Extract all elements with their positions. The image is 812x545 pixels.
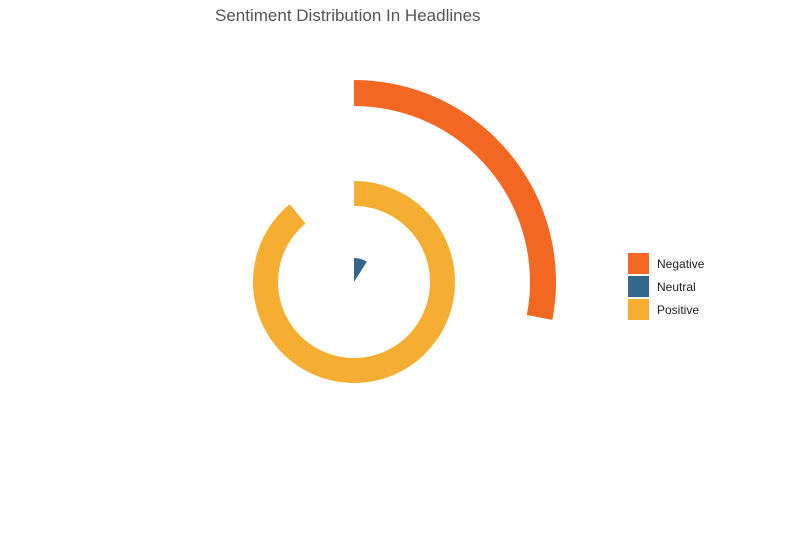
legend-swatch-neutral	[628, 276, 649, 297]
legend: Negative Neutral Positive	[628, 252, 704, 321]
chart-title: Sentiment Distribution In Headlines	[215, 6, 481, 25]
legend-swatch-positive	[628, 299, 649, 320]
legend-item-negative: Negative	[628, 252, 704, 275]
legend-swatch-negative	[628, 253, 649, 274]
bar-negative	[354, 80, 556, 320]
legend-label-positive: Positive	[657, 302, 700, 317]
legend-label-negative: Negative	[657, 256, 705, 271]
legend-item-neutral: Neutral	[628, 275, 704, 298]
legend-item-positive: Positive	[628, 298, 704, 321]
bar-neutral	[354, 258, 367, 282]
legend-label-neutral: Neutral	[657, 279, 696, 294]
